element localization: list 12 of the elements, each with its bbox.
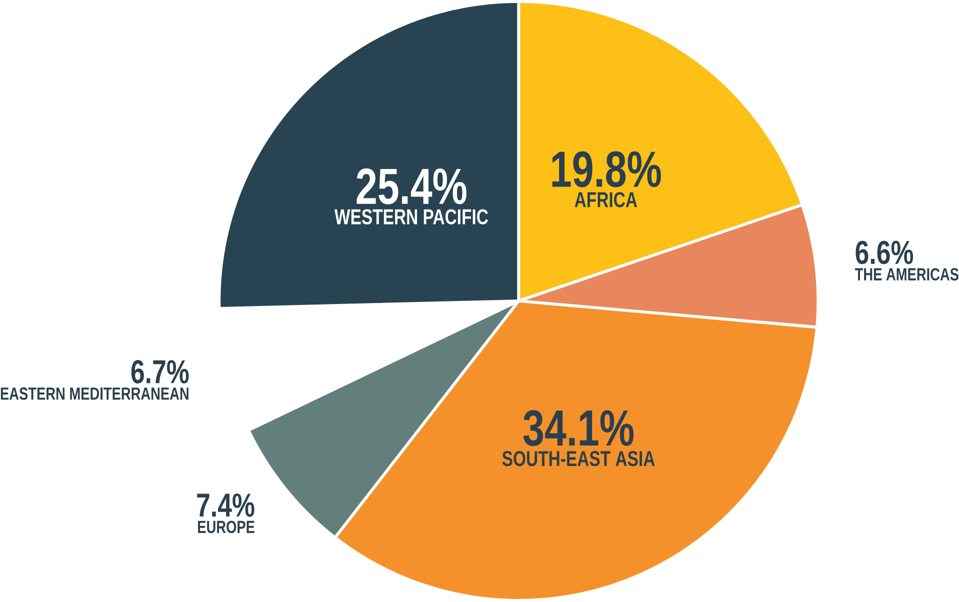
data-label: 19.8% — [552, 151, 661, 188]
data-label: 6.7% — [131, 360, 189, 384]
data-label: 25.4% — [356, 168, 466, 204]
slice-label: WESTERN PACIFIC — [334, 209, 488, 224]
slice-label: SOUTH-EAST ASIA — [502, 451, 655, 466]
slice-label: THE AMERICAS — [854, 268, 958, 281]
slice-label: EASTERN MEDITERRANEAN — [0, 387, 188, 400]
data-label: 6.6% — [856, 240, 914, 264]
data-label: 7.4% — [197, 494, 254, 517]
data-label: 34.1% — [523, 410, 634, 446]
slice-label: AFRICA — [574, 192, 638, 208]
slice-label: EUROPE — [198, 520, 254, 534]
